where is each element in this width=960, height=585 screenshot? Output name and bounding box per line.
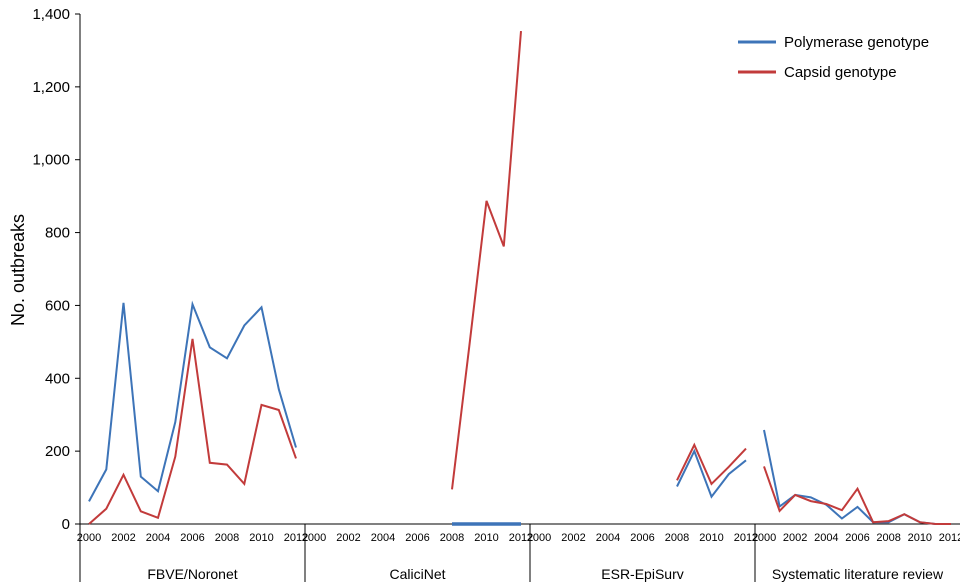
y-axis: 0 200 400 600 800 1,000 1,200 1,400	[32, 6, 81, 533]
series-line-polymerase	[676, 448, 747, 499]
panel-0: 2000 2002 2004 2006 2008 2010 2012 FBVE/Noronet	[77, 300, 308, 582]
x-tick-label: 2000	[77, 532, 101, 544]
y-tick-label: 1,200	[32, 79, 70, 96]
x-tick-label: 2012	[284, 532, 308, 544]
panel-1: 2000 2002 2004 2006 2008 2010 2012 CaliciNet	[302, 31, 533, 582]
x-tick-label: 2004	[814, 532, 838, 544]
x-tick-label: 2008	[215, 532, 239, 544]
series-line-capsid	[451, 31, 522, 490]
panel-label: Systematic literature review	[772, 566, 944, 582]
panel-label: CaliciNet	[389, 566, 445, 582]
y-tick-label: 1,400	[32, 6, 70, 23]
x-tick-label: 2010	[474, 532, 498, 544]
x-tick-label: 2004	[371, 532, 395, 544]
x-tick-label: 2012	[939, 532, 960, 544]
x-tick-label: 2000	[302, 532, 326, 544]
x-tick-label: 2012	[509, 532, 533, 544]
x-tick-label: 2000	[527, 532, 551, 544]
y-tick-label: 400	[45, 370, 70, 387]
x-tick-label: 2006	[180, 532, 204, 544]
legend-label: Polymerase genotype	[784, 34, 929, 51]
x-tick-label: 2010	[908, 532, 932, 544]
x-tick-label: 2012	[734, 532, 758, 544]
x-tick-label: 2002	[561, 532, 585, 544]
y-tick-label: 1,000	[32, 152, 70, 169]
panel-label: FBVE/Noronet	[147, 566, 237, 582]
x-tick-label: 2006	[845, 532, 869, 544]
x-tick-label: 2010	[699, 532, 723, 544]
panels: 2000 2002 2004 2006 2008 2010 2012 FBVE/Noronet…	[77, 31, 960, 582]
panel-2: 2000 2002 2004 2006 2008 2010 2012 ESR-EpiSurv	[527, 442, 758, 582]
x-tick-label: 2008	[876, 532, 900, 544]
x-tick-label: 2008	[440, 532, 464, 544]
x-tick-label: 2002	[783, 532, 807, 544]
y-tick-label: 800	[45, 225, 70, 242]
legend: Polymerase genotype Capsid genotype	[738, 34, 929, 81]
panel-label: ESR-EpiSurv	[601, 566, 683, 582]
x-tick-label: 2002	[111, 532, 135, 544]
x-tick-label: 2010	[249, 532, 273, 544]
panel-3: 2000 2002 2004 2006 2008 2010 2012 Systematic l…	[752, 429, 960, 582]
y-tick-label: 600	[45, 297, 70, 314]
series-line-capsid	[88, 338, 297, 525]
series-line-capsid	[676, 442, 747, 486]
x-tick-label: 2002	[336, 532, 360, 544]
x-tick-label: 2008	[665, 532, 689, 544]
x-tick-label: 2004	[596, 532, 620, 544]
x-tick-label: 2004	[146, 532, 170, 544]
x-tick-label: 2006	[405, 532, 429, 544]
x-tick-label: 2000	[752, 532, 776, 544]
y-tick-label: 200	[45, 443, 70, 460]
legend-label: Capsid genotype	[784, 64, 897, 81]
series-line-polymerase	[763, 429, 951, 525]
series-line-capsid	[763, 466, 951, 525]
y-tick-label: 0	[62, 516, 70, 533]
y-axis-title: No. outbreaks	[8, 214, 28, 326]
series-line-polymerase	[88, 300, 297, 502]
x-tick-label: 2006	[630, 532, 654, 544]
